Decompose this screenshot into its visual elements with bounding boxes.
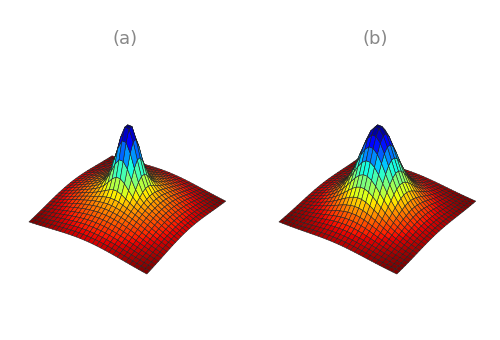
Title: (a): (a) bbox=[112, 30, 138, 48]
Title: (b): (b) bbox=[362, 30, 388, 48]
